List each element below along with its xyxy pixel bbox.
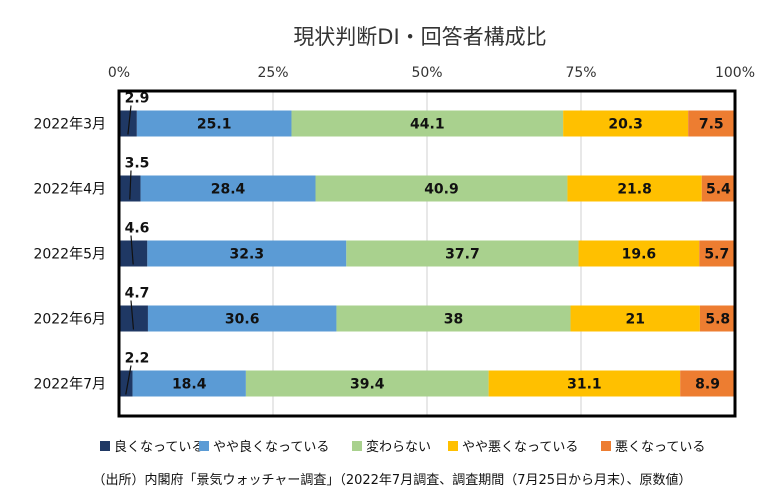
category-label: 2022年4月: [33, 182, 106, 198]
data-label: 4.6: [125, 221, 150, 237]
legend-swatch: [601, 441, 611, 451]
category-label: 2022年6月: [33, 312, 106, 328]
source-note: （出所）内閣府「景気ウォッチャー調査」（2022年7月調査、調査期間（7月25日…: [92, 472, 691, 488]
data-label: 2.2: [125, 351, 150, 367]
legend-label: 変わらない: [366, 439, 431, 455]
bar-segment: [245, 370, 489, 397]
data-label: 21.8: [617, 182, 652, 198]
data-label: 8.9: [695, 377, 720, 393]
data-label: 20.3: [608, 117, 643, 133]
legend-label: 悪くなっている: [615, 440, 705, 455]
leader-line: [130, 235, 134, 265]
legend: 良くなっている やや良くなっている 変わらない やや悪くなっている 悪くなっている: [100, 439, 705, 455]
bar-segment: [688, 110, 735, 137]
x-tick-label: 50%: [411, 65, 442, 81]
data-label: 7.5: [699, 117, 724, 133]
data-label: 44.1: [410, 117, 445, 133]
plot-area-border: [117, 89, 737, 418]
bar-segment: [147, 305, 337, 332]
bar-segment: [563, 110, 689, 137]
data-label: 19.6: [622, 247, 657, 263]
x-tick-label: 0%: [108, 65, 130, 81]
bar-segment: [291, 110, 564, 137]
legend-swatch: [448, 441, 458, 451]
legend-swatch: [199, 441, 209, 451]
category-label: 2022年5月: [33, 247, 106, 263]
data-label: 28.4: [211, 182, 246, 198]
leader-line: [130, 300, 135, 330]
bar-segment: [699, 305, 736, 332]
data-label: 30.6: [225, 312, 260, 328]
bar-segment: [136, 110, 292, 137]
data-label: 5.4: [706, 182, 731, 198]
leader-line: [127, 105, 132, 135]
bar-segment: [346, 240, 579, 267]
bar-segment: [119, 110, 137, 137]
x-tick-label: 75%: [565, 65, 596, 81]
data-label: 32.3: [230, 247, 265, 263]
data-label: 39.4: [350, 377, 385, 393]
bar-segment: [147, 240, 347, 267]
x-tick-label: 100%: [715, 65, 755, 81]
data-label: 5.7: [704, 247, 729, 263]
legend-label: 良くなっている: [114, 439, 204, 455]
data-label: 25.1: [197, 117, 232, 133]
bar-segment: [567, 175, 702, 202]
bar-segment: [699, 240, 735, 267]
bar-segment: [315, 175, 568, 202]
legend-swatch: [100, 441, 110, 451]
data-label: 40.9: [424, 182, 459, 198]
legend-label: やや悪くなっている: [462, 440, 578, 455]
data-label: 31.1: [567, 377, 602, 393]
category-label: 2022年7月: [33, 377, 106, 393]
x-tick-label: 25%: [257, 65, 288, 81]
bar-segment: [488, 370, 681, 397]
data-label: 3.5: [125, 156, 150, 172]
data-label: 2.9: [125, 91, 150, 107]
y-axis-categories: 2022年3月 2022年4月 2022年5月 2022年6月 2022年7月: [33, 117, 106, 393]
data-label: 4.7: [125, 286, 150, 302]
data-label: 18.4: [172, 377, 207, 393]
bar-segment: [701, 175, 735, 202]
legend-swatch: [352, 441, 362, 451]
bar-segment: [680, 370, 735, 397]
data-label: 38: [444, 312, 463, 328]
bar-segment: [336, 305, 571, 332]
bar-segment: [140, 175, 316, 202]
chart-title: 現状判断DI・回答者構成比: [293, 25, 546, 49]
leader-line: [125, 365, 132, 395]
data-labels: 2.9 25.1 44.1 20.3 7.5 3.5 28.4 40.9 21.8 5.4 4.6 3…: [125, 91, 731, 395]
bar-segment: [578, 240, 700, 267]
bars: [119, 110, 736, 397]
bar-segment: [132, 370, 246, 397]
category-label: 2022年3月: [33, 117, 106, 133]
data-label: 21: [625, 312, 644, 328]
x-axis-ticks: 0% 25% 50% 75% 100%: [108, 65, 755, 81]
bar-segment: [570, 305, 700, 332]
legend-label: やや良くなっている: [213, 439, 329, 455]
data-label: 5.8: [705, 312, 730, 328]
data-label: 37.7: [445, 247, 480, 263]
leader-line: [129, 170, 132, 200]
